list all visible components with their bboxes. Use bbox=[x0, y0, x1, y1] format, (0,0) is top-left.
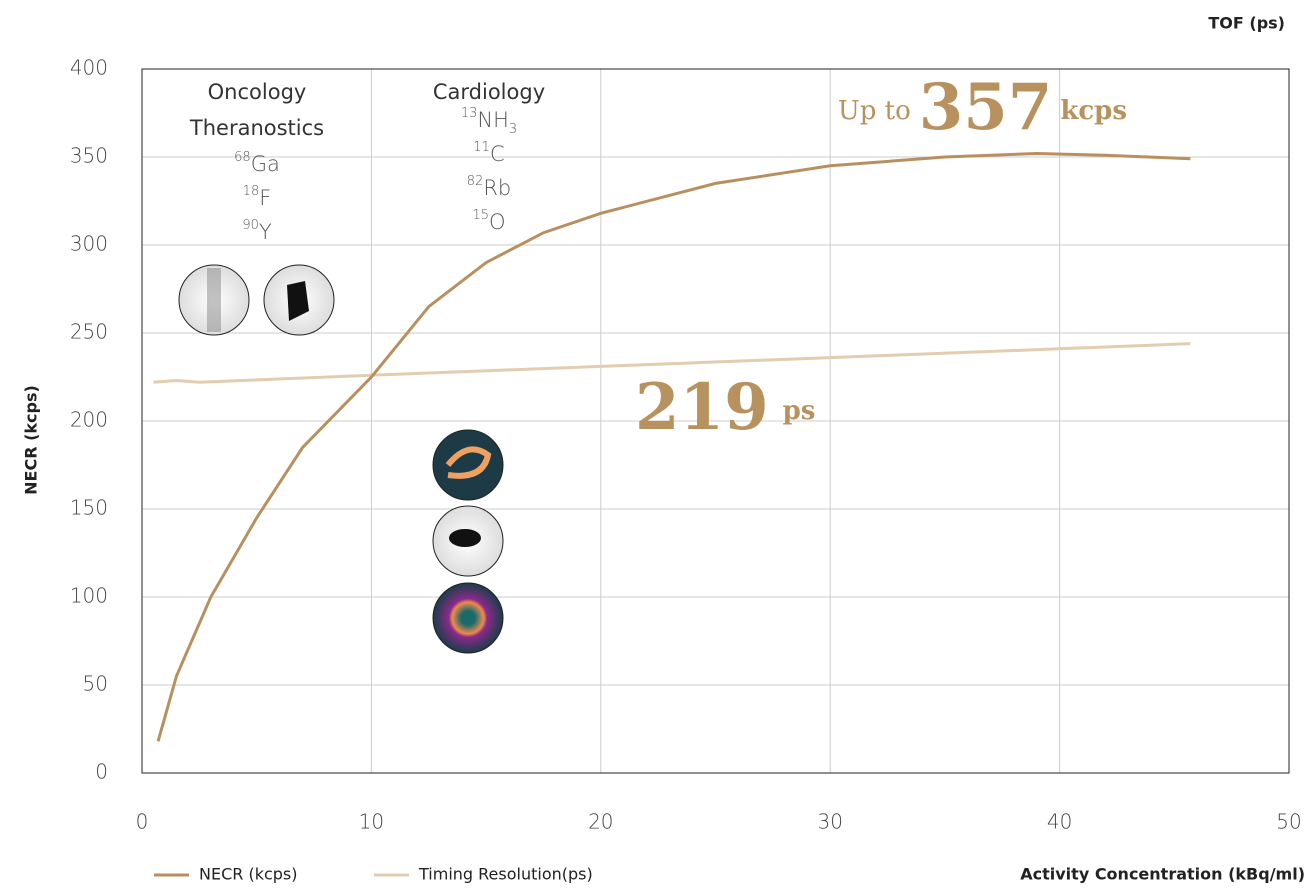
isotope-symbol: O bbox=[489, 210, 506, 234]
x-tick-label: 30 bbox=[817, 810, 842, 834]
isotope-label: 15O bbox=[472, 208, 505, 235]
x-tick-label: 10 bbox=[359, 810, 384, 834]
isotope-label: 18F bbox=[243, 184, 272, 211]
annotation-title: Theranostics bbox=[189, 116, 324, 140]
isotope-symbol: C bbox=[490, 142, 505, 166]
isotope-symbol: Rb bbox=[483, 176, 511, 200]
isotope-subscript: 3 bbox=[509, 122, 517, 137]
isotope-mass: 15 bbox=[472, 208, 489, 223]
isotope-label: 13NH3 bbox=[461, 106, 517, 137]
legend-label: Timing Resolution(ps) bbox=[418, 865, 593, 884]
y2-axis-label: TOF (ps) bbox=[1208, 14, 1285, 33]
x-axis-label: Activity Concentration (kBq/ml) bbox=[1020, 865, 1305, 884]
peak-annotation: Up to 357 kcps bbox=[838, 70, 1127, 145]
annotation-title: Oncology bbox=[208, 80, 307, 104]
legend-label: NECR (kcps) bbox=[199, 865, 298, 884]
y-tick-label: 350 bbox=[70, 144, 108, 168]
image-thumbnails bbox=[178, 264, 504, 654]
y-tick-label: 400 bbox=[70, 56, 108, 80]
isotope-symbol: Ga bbox=[251, 152, 280, 176]
isotope-symbol: NH bbox=[477, 108, 509, 132]
x-tick-label: 40 bbox=[1047, 810, 1072, 834]
isotope-mass: 90 bbox=[242, 218, 259, 233]
isotope-mass: 82 bbox=[467, 174, 484, 189]
y-tick-label: 250 bbox=[70, 320, 108, 344]
plot-frame bbox=[141, 68, 1290, 774]
isotope-label: 90Y bbox=[242, 218, 272, 245]
isotope-symbol: Y bbox=[259, 220, 272, 244]
isotope-mass: 68 bbox=[234, 150, 251, 165]
peak-unit: kcps bbox=[1060, 96, 1127, 126]
y-axis-label: NECR (kcps) bbox=[22, 385, 41, 495]
y-tick-label: 150 bbox=[70, 496, 108, 520]
line-series bbox=[153, 342, 1191, 384]
annotation-title: Cardiology bbox=[433, 80, 545, 104]
y-tick-label: 0 bbox=[95, 760, 108, 784]
peak-value: 357 bbox=[919, 70, 1053, 145]
peak-prefix: Up to bbox=[838, 96, 911, 126]
y-tick-label: 200 bbox=[70, 408, 108, 432]
x-tick-label: 20 bbox=[588, 810, 613, 834]
isotope-mass: 11 bbox=[473, 140, 490, 155]
tof-unit: ps bbox=[783, 396, 816, 426]
tof-annotation: 219 ps bbox=[635, 370, 815, 445]
x-tick-label: 0 bbox=[136, 810, 149, 834]
isotope-label: 82Rb bbox=[467, 174, 511, 201]
isotope-label: 11C bbox=[473, 140, 504, 167]
y-tick-label: 300 bbox=[70, 232, 108, 256]
isotope-label: 68Ga bbox=[234, 150, 280, 177]
y-tick-label: 100 bbox=[70, 584, 108, 608]
isotope-mass: 13 bbox=[461, 106, 478, 121]
x-tick-label: 50 bbox=[1276, 810, 1301, 834]
y-tick-label: 50 bbox=[83, 672, 108, 696]
tof-value: 219 bbox=[635, 370, 769, 445]
isotope-symbol: F bbox=[259, 186, 271, 210]
isotope-mass: 18 bbox=[243, 184, 260, 199]
line-series bbox=[156, 151, 1191, 742]
